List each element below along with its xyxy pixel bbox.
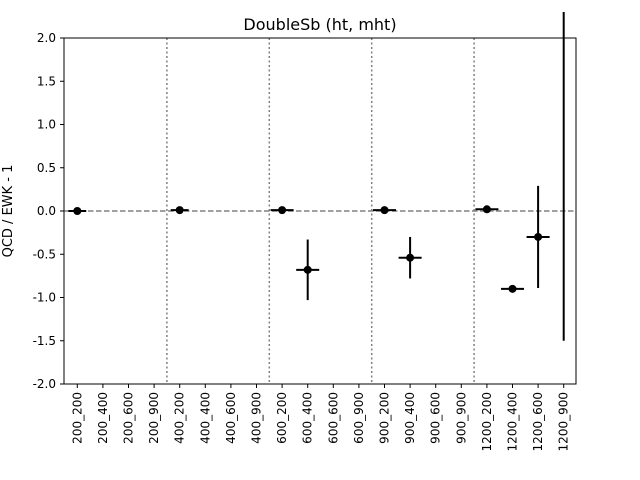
y-tick-label: 1.0 — [37, 118, 56, 132]
x-tick-label: 1200_400 — [506, 392, 520, 451]
x-tick-label: 200_200 — [70, 392, 84, 444]
y-tick-label: -2.0 — [33, 377, 56, 391]
x-tick-label: 900_200 — [378, 392, 392, 444]
x-tick-label: 600_400 — [301, 392, 315, 444]
x-tick-label: 600_200 — [275, 392, 289, 444]
x-tick-label: 400_600 — [224, 392, 238, 444]
x-tick-label: 1200_900 — [557, 392, 571, 451]
y-tick-label: 2.0 — [37, 31, 56, 45]
data-point — [534, 232, 543, 241]
y-tick-label: -1.5 — [33, 334, 56, 348]
plot-area: -2.0 -1.5 -1.0 -0.5 0.0 0.5 1.0 1.5 2.0 200_200 20… — [33, 12, 577, 451]
x-tick-label: 1200_200 — [480, 392, 494, 451]
data-point — [406, 253, 415, 262]
y-axis-label: QCD / EWK - 1 — [1, 165, 16, 258]
data-point — [508, 284, 517, 293]
x-tick-label: 600_600 — [326, 392, 340, 444]
y-tick-label: 0.0 — [37, 204, 56, 218]
x-tick-label: 200_600 — [122, 392, 136, 444]
x-tick-label: 200_900 — [147, 392, 161, 444]
x-tick-label: 400_900 — [250, 392, 264, 444]
y-tick-label: 1.5 — [37, 74, 56, 88]
x-tick-label: 400_200 — [173, 392, 187, 444]
x-tick-label: 900_600 — [429, 392, 443, 444]
x-tick-label: 600_900 — [352, 392, 366, 444]
chart-title: DoubleSb (ht, mht) — [243, 15, 396, 34]
data-point — [303, 265, 312, 274]
x-tick-label: 900_900 — [454, 392, 468, 444]
data-point — [278, 206, 287, 215]
data-point — [73, 207, 82, 215]
y-tick-label: -0.5 — [33, 247, 56, 261]
x-tick-label: 900_400 — [403, 392, 417, 444]
data-point — [175, 206, 184, 215]
y-tick-label: 0.5 — [37, 161, 56, 175]
x-tick-label: 200_400 — [96, 392, 110, 444]
x-tick-label: 1200_600 — [531, 392, 545, 451]
y-tick-label: -1.0 — [33, 291, 56, 305]
x-tick-label: 400_400 — [198, 392, 212, 444]
data-point — [482, 205, 491, 214]
data-point — [380, 206, 389, 215]
